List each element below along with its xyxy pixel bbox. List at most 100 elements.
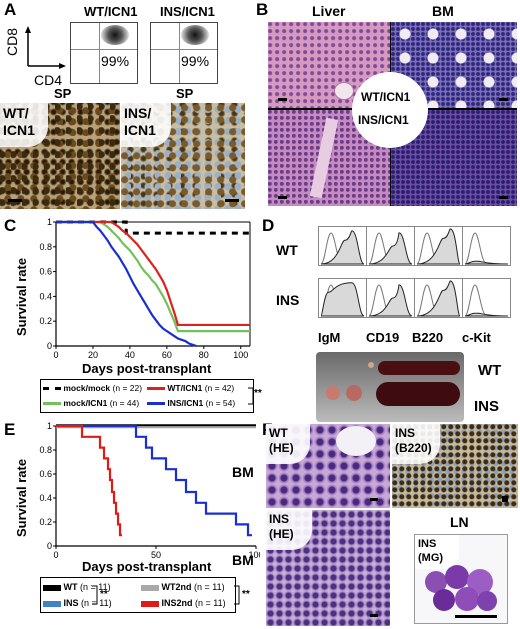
e-significance-2: ** bbox=[242, 589, 250, 600]
f-label-ins-mg: INS (MG) bbox=[418, 538, 444, 564]
ihc-label-ins: INS/ ICN1 bbox=[124, 105, 156, 138]
histogram-sample-curve bbox=[464, 312, 509, 317]
c-significance-bracket bbox=[248, 387, 254, 405]
e-ytick-label: 0 bbox=[47, 541, 52, 551]
f-label-ins-b220: INS (B220) bbox=[395, 426, 432, 455]
flow-histogram bbox=[366, 226, 415, 266]
c-ytick-label: 0.6 bbox=[39, 267, 52, 277]
c-ytick-label: 0.8 bbox=[39, 242, 52, 252]
ihc-label-wt: WT/ ICN1 bbox=[3, 105, 35, 138]
flow-histogram bbox=[318, 226, 367, 266]
e-legend: WT (n = 11) WT2nd (n = 11) INS (n = 11) … bbox=[40, 577, 236, 613]
flow-percent-wt: 99% bbox=[101, 53, 130, 69]
bm-header: BM bbox=[432, 3, 454, 19]
c-xtick-label: 20 bbox=[88, 350, 98, 360]
f-label-wt-he: WT (HE) bbox=[269, 426, 294, 455]
legend-wt-icn1: WT/ICN1 (n = 42) bbox=[147, 383, 234, 393]
legend-mock-mock: mock/mock (n = 22) bbox=[43, 383, 142, 393]
f-tile-wt-he: WT (HE) bbox=[266, 424, 390, 508]
ihc-micrograph-ins: INS/ ICN1 bbox=[121, 103, 245, 209]
histogram-sample-curve bbox=[320, 282, 365, 317]
c-ytick-label: 0.2 bbox=[39, 316, 52, 326]
e-ytick-label: 1 bbox=[47, 421, 52, 431]
flow-histogram bbox=[366, 278, 415, 318]
c-series-mock-icn1 bbox=[56, 220, 250, 333]
histogram-sample-curve bbox=[368, 232, 413, 265]
c-xtick-label: 100 bbox=[233, 350, 248, 360]
e-xtick-label: 0 bbox=[53, 550, 58, 560]
histogram-control-curve bbox=[464, 232, 488, 265]
c-xtick-label: 40 bbox=[125, 350, 135, 360]
e-significance-1: ** bbox=[100, 589, 108, 600]
f-tile-ins-mg: INS (MG) bbox=[414, 534, 508, 624]
flow-title-wt: WT/ICN1 bbox=[84, 4, 138, 19]
legend-ins: INS (n = 11) bbox=[43, 598, 112, 608]
cd4-axis-label: CD4 bbox=[34, 72, 63, 88]
flow-histogram bbox=[462, 278, 511, 318]
flow-plot-ins: 99% bbox=[150, 22, 218, 84]
b-label-ins: INS/ICN1 bbox=[358, 113, 409, 127]
panel-d-label: D bbox=[262, 216, 275, 235]
legend-wt: WT (n = 11) bbox=[43, 582, 111, 592]
panel-b-label: B bbox=[256, 0, 269, 19]
histogram-sample-curve bbox=[464, 260, 509, 265]
c-xtick-label: 60 bbox=[162, 350, 172, 360]
he-liver-wt bbox=[268, 22, 390, 108]
histogram-sample-curve bbox=[368, 284, 413, 317]
legend-ins2nd: INS2nd (n = 11) bbox=[141, 598, 226, 608]
b-center-circle bbox=[352, 72, 428, 148]
panel-c-label: C bbox=[4, 216, 17, 235]
c-legend: mock/mock (n = 22) WT/ICN1 (n = 42) mock… bbox=[40, 379, 254, 413]
c-ytick-label: 0.4 bbox=[39, 291, 52, 301]
c-xtick-label: 80 bbox=[199, 350, 209, 360]
organ-label-wt: WT bbox=[478, 362, 502, 379]
e-ytick-label: 0.8 bbox=[39, 445, 52, 455]
f-tile-ins-b220: INS (B220) bbox=[392, 424, 518, 508]
sp-header-wt: SP bbox=[54, 86, 72, 101]
e-significance-brackets bbox=[92, 585, 240, 605]
e-xlabel: Days post-transplant bbox=[82, 559, 212, 574]
e-ytick-label: 0.2 bbox=[39, 517, 52, 527]
organ-photo bbox=[316, 352, 464, 422]
sp-header-ins: SP bbox=[176, 86, 194, 101]
flow-histogram bbox=[414, 226, 463, 266]
e-series-ins2nd bbox=[56, 424, 122, 537]
c-series-ins-icn1 bbox=[56, 220, 197, 348]
flow-percent-ins: 99% bbox=[181, 53, 210, 69]
legend-mock-icn1: mock/ICN1 (n = 44) bbox=[43, 398, 139, 408]
chart-c-survival: 0 20 40 60 80 100 0 0.2 0.4 0.6 0.8 1 bbox=[39, 218, 251, 360]
ihc-micrograph-wt: WT/ ICN1 bbox=[0, 103, 120, 209]
c-significance: ** bbox=[254, 388, 262, 399]
organ-label-ins: INS bbox=[474, 398, 500, 415]
e-xtick-label: 50 bbox=[151, 550, 161, 560]
d-row-ins: INS bbox=[276, 292, 300, 308]
legend-wt2nd: WT2nd (n = 11) bbox=[141, 582, 225, 592]
e-series-ins bbox=[56, 424, 252, 537]
chart-e-survival: 0 50 100 0 0.2 0.4 0.6 0.8 1 bbox=[39, 421, 260, 560]
d-marker-b220: B220 bbox=[412, 330, 444, 345]
c-series-mock-mock bbox=[56, 220, 250, 235]
c-ytick-label: 1 bbox=[47, 218, 52, 227]
panel-e-label: E bbox=[4, 420, 16, 439]
panel-a-label: A bbox=[4, 0, 17, 19]
d-marker-cd19: CD19 bbox=[366, 330, 400, 345]
cd4-cd8-axes bbox=[25, 26, 66, 69]
cd8-axis-label: CD8 bbox=[4, 27, 20, 56]
legend-ins-icn1: INS/ICN1 (n = 54) bbox=[147, 398, 235, 408]
e-ytick-label: 0.4 bbox=[39, 493, 52, 503]
ln-label: LN bbox=[450, 514, 469, 530]
flow-histogram bbox=[462, 226, 511, 266]
flow-plot-wt: 99% bbox=[70, 22, 138, 84]
d-marker-igm: IgM bbox=[318, 330, 341, 345]
f-row-bm-2: BM bbox=[232, 552, 254, 568]
c-series-wt-icn1 bbox=[56, 220, 250, 327]
f-tile-ins-he: INS (HE) bbox=[266, 510, 390, 626]
d-row-wt: WT bbox=[276, 242, 298, 258]
e-ytick-label: 0.6 bbox=[39, 469, 52, 479]
f-row-bm-1: BM bbox=[232, 464, 254, 480]
e-xtick-label: 100 bbox=[248, 550, 260, 560]
f-label-ins-he: INS (HE) bbox=[269, 512, 294, 541]
histogram-sample-curve bbox=[416, 280, 461, 317]
flow-histogram bbox=[414, 278, 463, 318]
flow-histogram bbox=[318, 278, 367, 318]
